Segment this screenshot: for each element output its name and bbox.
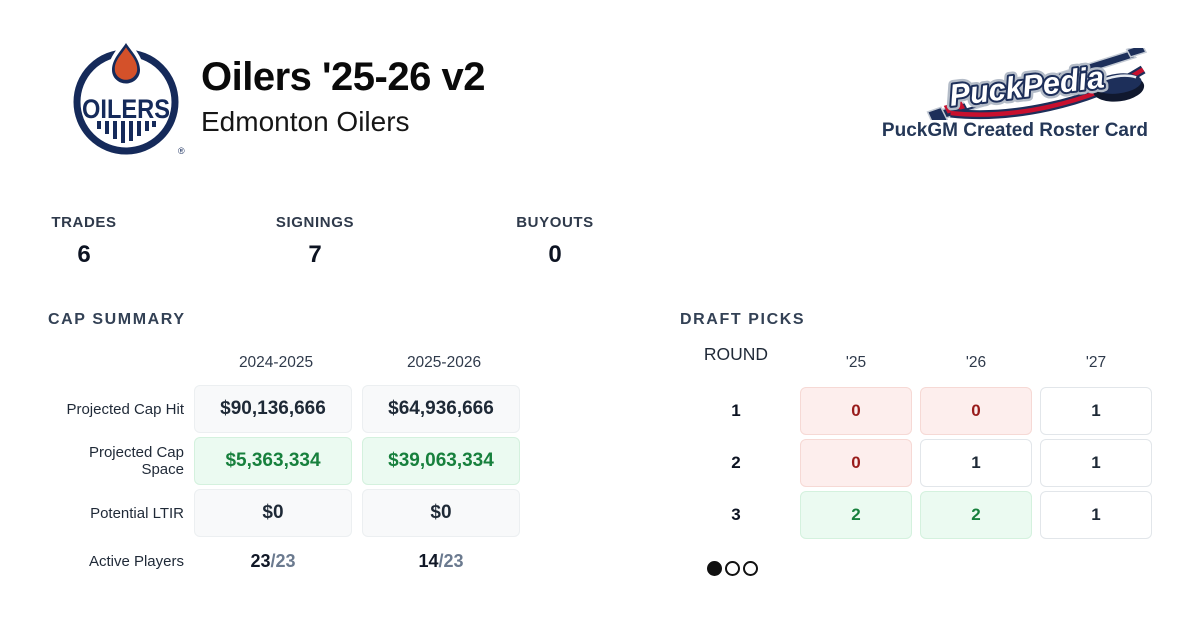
pagination-dot[interactable] (707, 561, 722, 576)
cap-hit-cell: $64,936,666 (362, 385, 520, 433)
season-column-header: 2024-2025 (238, 354, 314, 371)
page-title: Oilers '25-26 v2 (201, 55, 485, 99)
stat-value: 6 (77, 241, 91, 268)
draft-pick-cell: 1 (1040, 491, 1152, 539)
stat-trades: TRADES 6 (24, 214, 144, 269)
row-label: Active Players (88, 553, 184, 570)
cap-space-cell: $39,063,334 (362, 437, 520, 485)
ltir-cell: $0 (362, 489, 520, 537)
stat-signings: SIGNINGS 7 (255, 214, 375, 269)
pagination-dot[interactable] (725, 561, 740, 576)
team-wordmark: OILERS (82, 94, 170, 124)
draft-pick-cell: 2 (920, 491, 1032, 539)
round-number: 2 (731, 453, 741, 472)
row-label: Potential LTIR (90, 504, 184, 522)
draft-pick-cell: 1 (920, 439, 1032, 487)
row-label: Projected Cap Space (88, 444, 184, 478)
draft-pick-cell: 0 (800, 387, 912, 435)
puck-icon (1092, 73, 1145, 102)
draft-pick-cell: 1 (1040, 387, 1152, 435)
table-row: 1 0 0 1 (680, 387, 1152, 435)
stat-value: 7 (308, 241, 322, 268)
table-row: 3 2 2 1 (680, 491, 1152, 539)
draft-picks-heading: DRAFT PICKS (680, 311, 806, 328)
year-column-header: '25 (845, 354, 867, 371)
active-players-cell: 23/23 (250, 551, 296, 571)
draft-pick-cell: 0 (800, 439, 912, 487)
puckpedia-logo-icon: PuckPedia PuckPedia (926, 48, 1148, 120)
stat-label: TRADES (51, 214, 117, 231)
draft-picks-table: ROUND '25 '26 '27 1 0 0 1 2 0 1 1 3 2 2 … (680, 344, 1152, 543)
table-row: Active Players 23/23 14/23 (48, 551, 523, 572)
cap-hit-cell: $90,136,666 (194, 385, 352, 433)
table-row: 2 0 1 1 (680, 439, 1152, 487)
draft-pick-cell: 1 (1040, 439, 1152, 487)
brand-block: PuckPedia PuckPedia PuckGM Created Roste… (860, 48, 1160, 142)
row-label: Projected Cap Hit (66, 400, 184, 418)
stat-buyouts: BUYOUTS 0 (495, 214, 615, 269)
draft-pick-cell: 0 (920, 387, 1032, 435)
active-players-cell: 14/23 (418, 551, 464, 571)
stat-label: BUYOUTS (516, 214, 594, 231)
round-number: 1 (731, 401, 741, 420)
table-row: Potential LTIR $0 $0 (48, 489, 523, 537)
cap-summary-heading: CAP SUMMARY (48, 311, 186, 328)
round-column-header: ROUND (703, 344, 769, 364)
year-column-header: '27 (1085, 354, 1107, 371)
cap-header-row: 2024-2025 2025-2026 (48, 354, 523, 372)
draft-header-row: ROUND '25 '26 '27 (680, 344, 1152, 374)
brand-wordmark: PuckPedia (947, 59, 1106, 113)
brand-tagline: PuckGM Created Roster Card (881, 120, 1148, 141)
cap-summary-table: 2024-2025 2025-2026 Projected Cap Hit $9… (48, 354, 523, 572)
edmonton-oilers-logo: OILERS ® (73, 36, 185, 156)
table-row: Projected Cap Hit $90,136,666 $64,936,66… (48, 385, 523, 433)
pagination (707, 561, 758, 576)
ltir-cell: $0 (194, 489, 352, 537)
registered-mark-icon: ® (178, 146, 185, 156)
table-row: Projected Cap Space $5,363,334 $39,063,3… (48, 437, 523, 485)
draft-pick-cell: 2 (800, 491, 912, 539)
stat-value: 0 (548, 241, 562, 268)
stat-label: SIGNINGS (275, 214, 355, 231)
title-block: Oilers '25-26 v2 Edmonton Oilers (201, 55, 485, 138)
round-number: 3 (731, 505, 741, 524)
cap-space-cell: $5,363,334 (194, 437, 352, 485)
season-column-header: 2025-2026 (406, 354, 482, 371)
team-name: Edmonton Oilers (201, 106, 410, 137)
year-column-header: '26 (965, 354, 987, 371)
pagination-dot[interactable] (743, 561, 758, 576)
